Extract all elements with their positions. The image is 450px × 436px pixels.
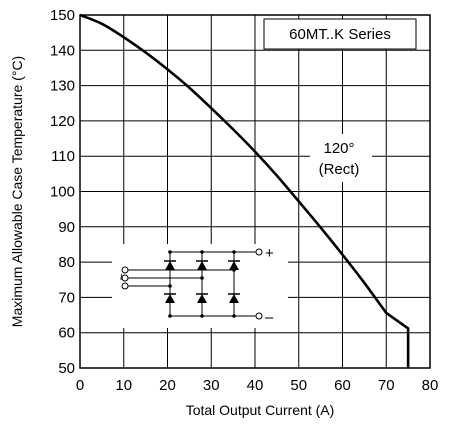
bridge-leg [196,250,208,318]
junction-dot [200,276,204,280]
minus-sign: – [265,309,274,326]
x-tick-label: 20 [159,377,176,394]
bridge-leg [164,250,176,318]
x-tick-labels: 0 10 20 30 40 50 60 70 80 [76,377,439,394]
negative-terminal [255,312,263,320]
junction-dot [168,284,172,288]
y-tick-label: 80 [58,254,75,271]
junction-dot [168,250,172,254]
x-tick-label: 30 [203,377,220,394]
series-label-box [263,18,417,50]
x-tick-label: 70 [378,377,395,394]
ac-terminal-1 [121,266,129,274]
diode-triangle [165,261,175,270]
y-tick-label: 140 [50,42,75,59]
ac-symbol: ~ [114,273,128,280]
diode-triangle [197,261,207,270]
series-label: 60MT..K Series [289,26,391,43]
plot-frame [79,14,431,369]
y-tick-labels: 50 60 70 80 90 100 110 120 130 140 150 [50,7,75,377]
bridge-rectifier-schematic: + – ~ [112,244,288,328]
x-tick-label: 10 [115,377,132,394]
junction-dot [168,314,172,318]
ac-terminal-3 [121,282,129,290]
x-tick-label: 0 [76,377,84,394]
y-tick-label: 90 [58,219,75,236]
x-tick-label: 40 [247,377,264,394]
x-axis-title: Total Output Current (A) [186,402,335,418]
y-tick-label: 120 [50,113,75,130]
y-tick-label: 70 [58,289,75,306]
junction-dot [232,250,236,254]
bridge-leg [228,250,240,318]
ac-terminal-2 [121,274,129,282]
y-tick-label: 130 [50,78,75,95]
diode-triangle [165,294,175,303]
y-tick-label: 110 [51,148,75,165]
conduction-label-bg [310,134,372,182]
positive-terminal [255,248,263,256]
junction-dot [232,268,236,272]
junction-dot [232,314,236,318]
diode-triangle [197,294,207,303]
y-tick-label: 100 [50,184,75,201]
junction-dot [200,314,204,318]
series-line [79,13,410,368]
diode-triangle [229,294,239,303]
diode-legs [164,250,240,318]
diode [196,260,208,270]
diode [196,293,208,303]
diode [228,260,240,270]
diode [164,260,176,270]
diode-triangle [229,261,239,270]
x-tick-label: 60 [334,377,351,394]
conduction-type-label: (Rect) [319,161,360,178]
y-tick-label: 50 [58,360,75,377]
conduction-angle-label: 120° [323,140,354,157]
x-tick-label: 50 [290,377,307,394]
x-tick-label: 80 [422,377,439,394]
junction-dot [200,250,204,254]
plus-sign: + [265,245,274,262]
diode [164,293,176,303]
diode [228,293,240,303]
y-axis-title: Maximum Allowable Case Temperature (°C) [9,56,25,327]
y-tick-label: 150 [50,7,75,24]
y-tick-label: 60 [58,325,75,342]
